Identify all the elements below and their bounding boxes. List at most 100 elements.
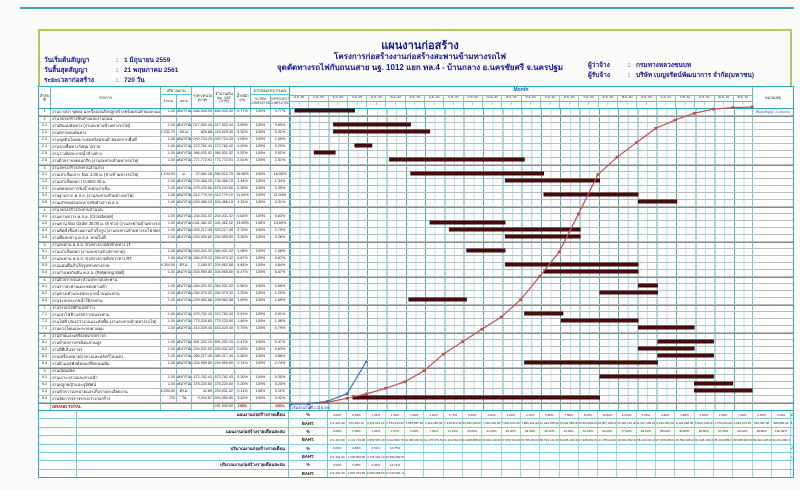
summary-month-value: 9,133,968.00 <box>675 419 695 427</box>
task-item-completed <box>251 208 271 213</box>
summary-month-value: 158,131,821.00 <box>636 436 657 444</box>
summary-month-value: 3,653,587.20 <box>405 419 425 427</box>
task-amount: 2,284,079.32 <box>214 291 235 297</box>
task-amount: 1,460,000.00 <box>214 109 235 115</box>
task-item-completed: 100% <box>251 235 271 241</box>
task-unit: เหมารวม <box>177 326 192 332</box>
task-weight <box>235 369 251 374</box>
task-row: 3.3 งานทดสอบการรับน้ำหนักเสาเข็ม 1.00 เหมาร… <box>39 186 793 193</box>
summary-unit: % <box>289 411 328 419</box>
month-tick-mark: f <box>676 101 696 108</box>
summary-month-value <box>463 444 483 452</box>
task-unit <box>177 117 192 122</box>
task-project-completed <box>271 243 290 248</box>
summary-month-value: 39,961,110.00 <box>482 436 502 444</box>
summary-month-value <box>482 452 502 461</box>
summary-month-value: 95.60% <box>695 427 714 436</box>
task-remark <box>753 340 793 346</box>
task-project-completed: 2.51% <box>271 158 290 164</box>
gantt-strip <box>290 375 753 381</box>
task-project-completed: 2.74% <box>271 361 290 367</box>
summary-month-value: 189,910,418.00 <box>752 436 772 444</box>
summary-month-value: 4.20% <box>482 411 502 419</box>
task-qty: 720 <box>161 396 177 402</box>
task-row: 4.1 งานคานขวาง ค.ส.ล. (Crossbeam) 1.00 เหมา… <box>39 214 793 221</box>
task-qty <box>161 369 177 374</box>
col-header-amount: จำนวนเงิน Inc. VAT (บาท) <box>214 87 235 108</box>
month-header-cell: พ.ค. 61 <box>734 96 752 101</box>
task-name: งานเสาเข็มตอก (งานสะพานช่วงทางลาด) <box>51 249 161 255</box>
task-item-completed: 100% <box>251 340 271 346</box>
summary-month-value: 2,664,074.00 <box>733 419 753 427</box>
gantt-strip <box>290 340 753 346</box>
col-header-quantity: ปริมาณงาน จำนวน หน่วย <box>161 87 192 108</box>
task-no: 5 <box>39 243 51 248</box>
summary-month-value: 1.92% <box>367 427 386 436</box>
task-no: 4 <box>39 208 51 213</box>
summary-row: ปริมาณงานก่อสร้างรายเดือนสะสม% 0.09% 0.95%… <box>39 461 793 470</box>
task-project-completed: 0.77% <box>271 109 290 115</box>
task-qty: 1.00 <box>161 256 177 262</box>
task-unit: เหมารวม <box>177 347 192 353</box>
task-item-completed <box>251 306 271 311</box>
summary-month-value: 24,357,248.00 <box>598 419 618 427</box>
summary-month-value <box>579 452 599 461</box>
task-project-completed: 0.63% <box>271 214 290 220</box>
summary-month-value: 14.21% <box>386 461 406 469</box>
summary-month-value: 29.30% <box>521 427 541 436</box>
task-unit <box>177 306 192 311</box>
gantt-strip <box>290 137 753 143</box>
summary-month-value: 7.45% <box>424 427 444 436</box>
task-unit: เหมารวม <box>177 109 192 115</box>
summary-month-value: 0.95% <box>347 461 367 469</box>
summary-month-value <box>482 444 502 452</box>
summary-month-value <box>714 461 734 469</box>
task-remark <box>753 117 793 122</box>
summary-month-value <box>405 444 425 452</box>
summary-month-value: 2,759,219.50 <box>386 419 406 427</box>
gantt-strip <box>290 263 753 269</box>
task-project-completed: 3.26% <box>271 235 290 241</box>
summary-unit: BAHT. <box>289 436 328 444</box>
task-project-completed: 0.63% <box>271 347 290 353</box>
task-project-completed: 0.56% <box>271 284 290 290</box>
task-qty: 1.00 <box>161 214 177 220</box>
month-header-cell: มิ.ย. 60 <box>522 95 541 101</box>
grand-total-weight: 100% <box>235 404 251 410</box>
summary-month-value: 0.09% <box>328 411 348 419</box>
summary-month-value <box>579 469 599 477</box>
summary-month-value: 1.92% <box>405 411 425 419</box>
task-amount: 984,031.02 <box>214 151 235 157</box>
summary-month-value: 47,953,332.00 <box>501 436 521 444</box>
task-project-completed: 6.47% <box>271 270 290 276</box>
summary-month-value <box>540 461 560 469</box>
month-header-cell: ก.ย. 59 <box>348 95 368 101</box>
task-unit: เหมารวม <box>177 235 192 241</box>
gantt-strip <box>290 256 753 262</box>
task-row: 9.2 งานปลูกหญ้าและภูมิทัศน์ 1.00 เหมารวม 375… <box>39 382 793 389</box>
task-remark <box>753 249 793 255</box>
task-name: งานรองพื้นทางวัสดุมวลรวม <box>51 144 161 150</box>
summary-month-value <box>482 469 502 477</box>
task-amount: 6,504,959.80 <box>214 396 235 402</box>
summary-month-value: 51.20% <box>579 427 599 436</box>
gantt-strip <box>290 334 753 339</box>
task-row: 2.6 งานผิวจราจรคอนกรีต (งานสะพานข้ามทางรถ… <box>39 158 793 165</box>
summary-month-value: 15,603,862.00 <box>578 419 599 427</box>
task-no: 6 <box>39 278 51 283</box>
contract-duration-row: ระยะเวลาก่อสร้าง:720 วัน <box>44 77 145 84</box>
month-header-cell: เม.ย. 61 <box>715 95 734 101</box>
summary-month-value <box>637 452 657 461</box>
task-amount: 2,002,724.29 <box>214 137 235 143</box>
summary-month-value: 97.90% <box>714 427 734 436</box>
task-no: 2.5 <box>39 151 51 157</box>
summary-month-value: 92.80% <box>675 427 695 436</box>
task-no: 9.3 <box>39 389 51 395</box>
task-unit: เหมารวม <box>177 158 192 164</box>
task-item-completed <box>251 278 271 283</box>
task-unit <box>177 334 192 339</box>
task-name: งานสะพาน ค.ส.ล. ช่วงทางลาดฝั่งขวาทาง RT. <box>51 256 161 262</box>
task-weight: 0.63% <box>235 347 251 353</box>
task-name: งานพื้นสะพาน ค.ส.ล. หล่อในที่ <box>51 235 161 241</box>
task-qty: 1.00 <box>161 319 177 325</box>
